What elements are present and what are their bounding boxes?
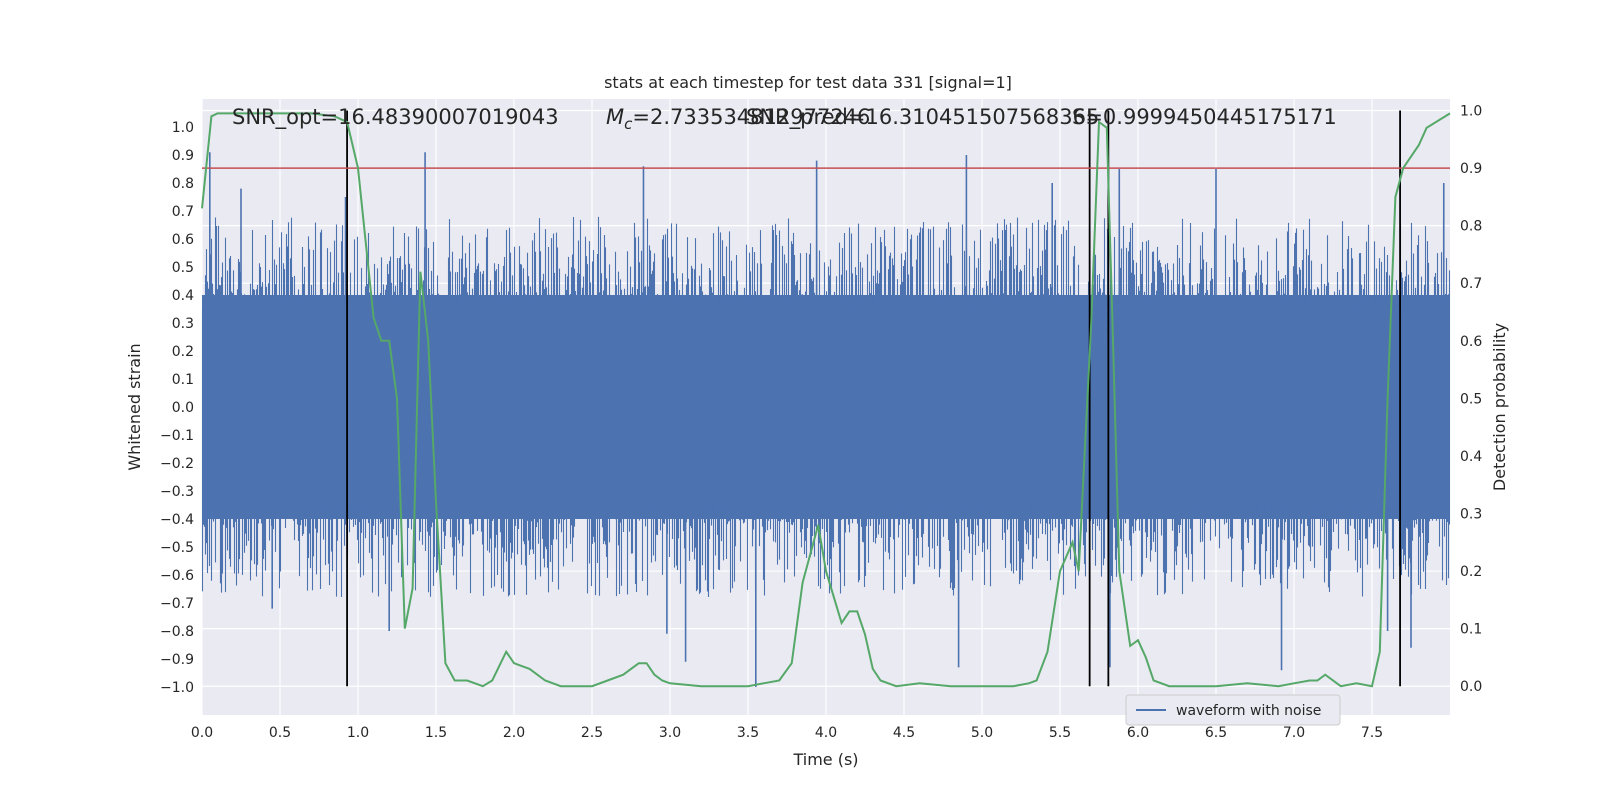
x-tick-label: 0.0 [191,725,213,741]
y-left-tick-label: 0.0 [172,400,194,416]
y-right-tick-label: 1.0 [1460,104,1482,120]
detection-probability-line [201,112,1451,688]
y-right-tick-label: 0.4 [1460,449,1482,465]
y-right-tick-label: 0.9 [1460,161,1482,177]
x-tick-label: 6.0 [1127,725,1149,741]
y-right-tick-label: 0.7 [1460,276,1482,292]
x-tick-label: 7.0 [1283,725,1305,741]
legend: waveform with noise [1125,694,1341,726]
y-right-tick-label: 0.6 [1460,334,1482,350]
y-left-tick-label: 0.6 [172,232,194,248]
x-tick-label: 5.5 [1049,725,1071,741]
x-tick-label: 4.5 [893,725,915,741]
y-right-axis-ticks: 1.0 0.9 0.8 0.7 0.6 0.5 0.4 0.3 0.2 0.1 0.0 [1460,104,1482,696]
waveform-noise-trace [201,216,1451,598]
y-left-tick-label: −0.5 [160,540,194,556]
y-left-tick-label: 0.5 [172,260,194,276]
x-axis-ticks: 0.0 0.5 1.0 1.5 2.0 2.5 3.0 3.5 4.0 4.5 5.0 5.5 6.0 6… [191,725,1383,741]
x-tick-label: 1.0 [347,725,369,741]
x-tick-label: 3.0 [659,725,681,741]
y-left-tick-label: −0.9 [160,652,194,668]
x-tick-label: 6.5 [1205,725,1227,741]
y-left-tick-label: 0.7 [172,204,194,220]
x-tick-label: 5.0 [971,725,993,741]
annotation-chirp-mass: Mc=2.733534812977246 [606,105,870,133]
x-tick-label: 1.5 [425,725,447,741]
legend-box [1125,694,1341,726]
y-right-tick-label: 0.2 [1460,564,1482,580]
x-tick-label: 2.0 [503,725,525,741]
y-left-tick-label: −0.2 [160,456,194,472]
chart-title: stats at each timestep for test data 331… [604,73,1012,92]
annotation-snr-opt: SNR_opt=16.48390007019043 [232,105,559,130]
y-left-tick-label: 0.1 [172,372,194,388]
x-axis-label: Time (s) [792,750,858,769]
y-left-tick-label: −0.6 [160,568,194,584]
x-tick-label: 0.5 [269,725,291,741]
y-right-tick-label: 0.0 [1460,679,1482,695]
y-left-tick-label: 0.4 [172,288,194,304]
y-right-tick-label: 0.3 [1460,507,1482,523]
y-left-axis-label: Whitened strain [125,343,144,470]
x-tick-label: 7.5 [1361,725,1383,741]
y-right-axis-label: Detection probability [1490,323,1509,491]
annotation-s-value: S=0.9999450445175171 [1072,105,1337,129]
y-right-tick-label: 0.8 [1460,219,1482,235]
y-left-tick-label: 1.0 [172,120,194,136]
y-left-tick-label: −0.4 [160,512,194,528]
x-tick-label: 2.5 [581,725,603,741]
legend-label: waveform with noise [1176,703,1321,719]
y-left-tick-label: 0.2 [172,344,194,360]
y-right-tick-label: 0.1 [1460,622,1482,638]
y-left-tick-label: 0.9 [172,148,194,164]
y-left-tick-label: −0.1 [160,428,194,444]
annotation-snr-pred: SNR_pred=16.310451507568365 [746,105,1099,130]
y-left-tick-label: 0.3 [172,316,194,332]
y-left-tick-label: −1.0 [160,680,194,696]
y-right-tick-label: 0.5 [1460,391,1482,407]
y-left-axis-ticks: 1.0 0.9 0.8 0.7 0.6 0.5 0.4 0.3 0.2 0.1 0.0 −0.1 −0.… [160,120,194,696]
y-left-tick-label: 0.8 [172,176,194,192]
waveform-with-noise-series [201,152,1451,687]
x-tick-label: 4.0 [815,725,837,741]
y-left-tick-label: −0.3 [160,484,194,500]
y-left-tick-label: −0.8 [160,624,194,640]
x-tick-label: 3.5 [737,725,759,741]
y-left-tick-label: −0.7 [160,596,194,612]
